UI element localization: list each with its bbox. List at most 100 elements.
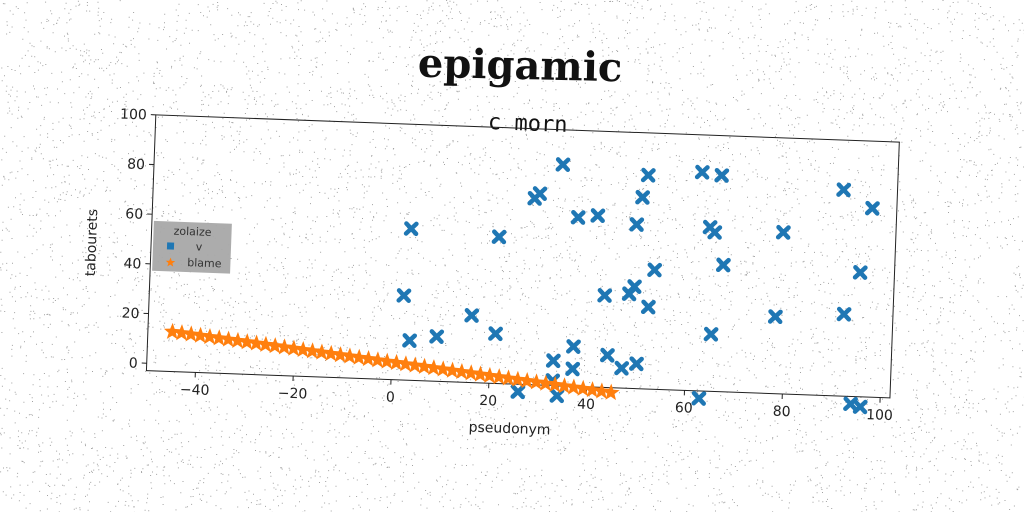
point-v: [566, 339, 581, 354]
legend-title: zolaize: [173, 225, 212, 239]
point-blame: [406, 356, 424, 373]
legend: zolaize v blame: [152, 220, 232, 274]
point-v: [707, 224, 723, 240]
y-tick-label: 0: [128, 356, 138, 372]
point-blame: [443, 361, 461, 379]
x-axis-label: pseudonym: [468, 420, 550, 439]
point-v: [570, 209, 586, 225]
point-v: [429, 329, 445, 344]
point-blame: [247, 334, 265, 351]
point-v: [647, 262, 663, 278]
point-blame: [434, 360, 452, 377]
point-v: [614, 360, 630, 376]
point-blame: [593, 382, 611, 399]
data-marks: [163, 157, 880, 415]
y-tick-label: 20: [121, 306, 139, 323]
point-blame: [387, 353, 405, 371]
point-blame: [331, 346, 349, 363]
point-blame: [481, 366, 499, 384]
legend-label-v: v: [196, 240, 203, 253]
point-v: [852, 265, 868, 280]
plot-group: c morn −40 −20 0 20 40 60 80 100 0 20 40 60 80 100 ps…: [83, 107, 900, 439]
point-v: [640, 299, 656, 315]
point-blame: [322, 344, 340, 362]
y-tick-label: 60: [125, 206, 143, 223]
point-v: [852, 399, 868, 415]
point-blame: [490, 368, 508, 385]
point-blame: [266, 337, 284, 354]
point-v: [491, 229, 507, 245]
point-blame: [555, 377, 573, 394]
point-v: [402, 333, 418, 348]
point-blame: [546, 375, 564, 393]
point-blame: [397, 355, 415, 372]
point-blame: [275, 338, 293, 355]
x-tick-label: −40: [180, 382, 210, 399]
point-blame: [509, 370, 527, 388]
point-blame: [527, 373, 545, 390]
axis-ticks: −40 −20 0 20 40 60 80 100 0 20 40 60 80 100: [120, 107, 893, 425]
x-tick-label: 100: [866, 407, 893, 424]
point-v: [396, 288, 412, 303]
x-tick-label: 20: [479, 393, 497, 410]
chart-subtitle: c morn: [488, 110, 568, 138]
point-v: [767, 309, 783, 325]
point-blame: [518, 372, 536, 389]
legend-marker-v: [166, 242, 175, 250]
point-blame: [453, 362, 471, 380]
point-blame: [415, 357, 433, 375]
x-tick-label: 40: [577, 396, 595, 413]
legend-marker-blame: [165, 257, 176, 267]
point-v: [565, 361, 581, 377]
x-tick-label: −20: [277, 385, 307, 402]
point-blame: [303, 342, 321, 359]
point-v: [555, 157, 571, 173]
legend-box: [152, 220, 232, 274]
point-blame: [350, 348, 368, 366]
point-blame: [574, 379, 592, 397]
point-blame: [229, 331, 247, 349]
point-blame: [285, 339, 303, 357]
point-v: [532, 186, 548, 202]
point-blame: [537, 374, 555, 392]
point-v: [626, 279, 642, 295]
point-v: [629, 356, 644, 372]
point-blame: [173, 324, 191, 341]
point-blame: [462, 364, 480, 381]
point-blame: [219, 330, 237, 348]
x-tick-label: 60: [675, 400, 693, 417]
point-blame: [602, 383, 620, 401]
point-v: [691, 390, 707, 406]
point-v: [464, 308, 480, 323]
point-blame: [583, 381, 601, 398]
plot-frame: [145, 114, 900, 399]
point-v: [488, 326, 503, 342]
y-tick-label: 80: [127, 157, 145, 174]
point-v: [510, 384, 526, 400]
point-v: [714, 167, 730, 183]
point-v: [599, 347, 615, 363]
point-v: [629, 217, 645, 232]
point-blame: [565, 378, 583, 395]
point-blame: [163, 322, 181, 340]
point-v: [864, 200, 880, 216]
point-blame: [499, 369, 517, 386]
point-v: [836, 306, 852, 322]
point-blame: [182, 325, 200, 342]
point-v: [715, 257, 731, 273]
y-axis-label: tabourets: [83, 209, 101, 277]
point-blame: [378, 352, 396, 370]
point-v: [403, 221, 419, 237]
point-v: [590, 208, 606, 224]
point-blame: [341, 347, 359, 364]
point-blame: [369, 351, 387, 368]
x-tick-label: 0: [386, 389, 396, 405]
point-blame: [210, 329, 228, 346]
point-blame: [257, 335, 275, 353]
point-blame: [471, 365, 489, 383]
point-blame: [201, 328, 219, 345]
legend-label-blame: blame: [187, 256, 222, 270]
point-v: [836, 182, 852, 198]
point-blame: [425, 359, 443, 376]
